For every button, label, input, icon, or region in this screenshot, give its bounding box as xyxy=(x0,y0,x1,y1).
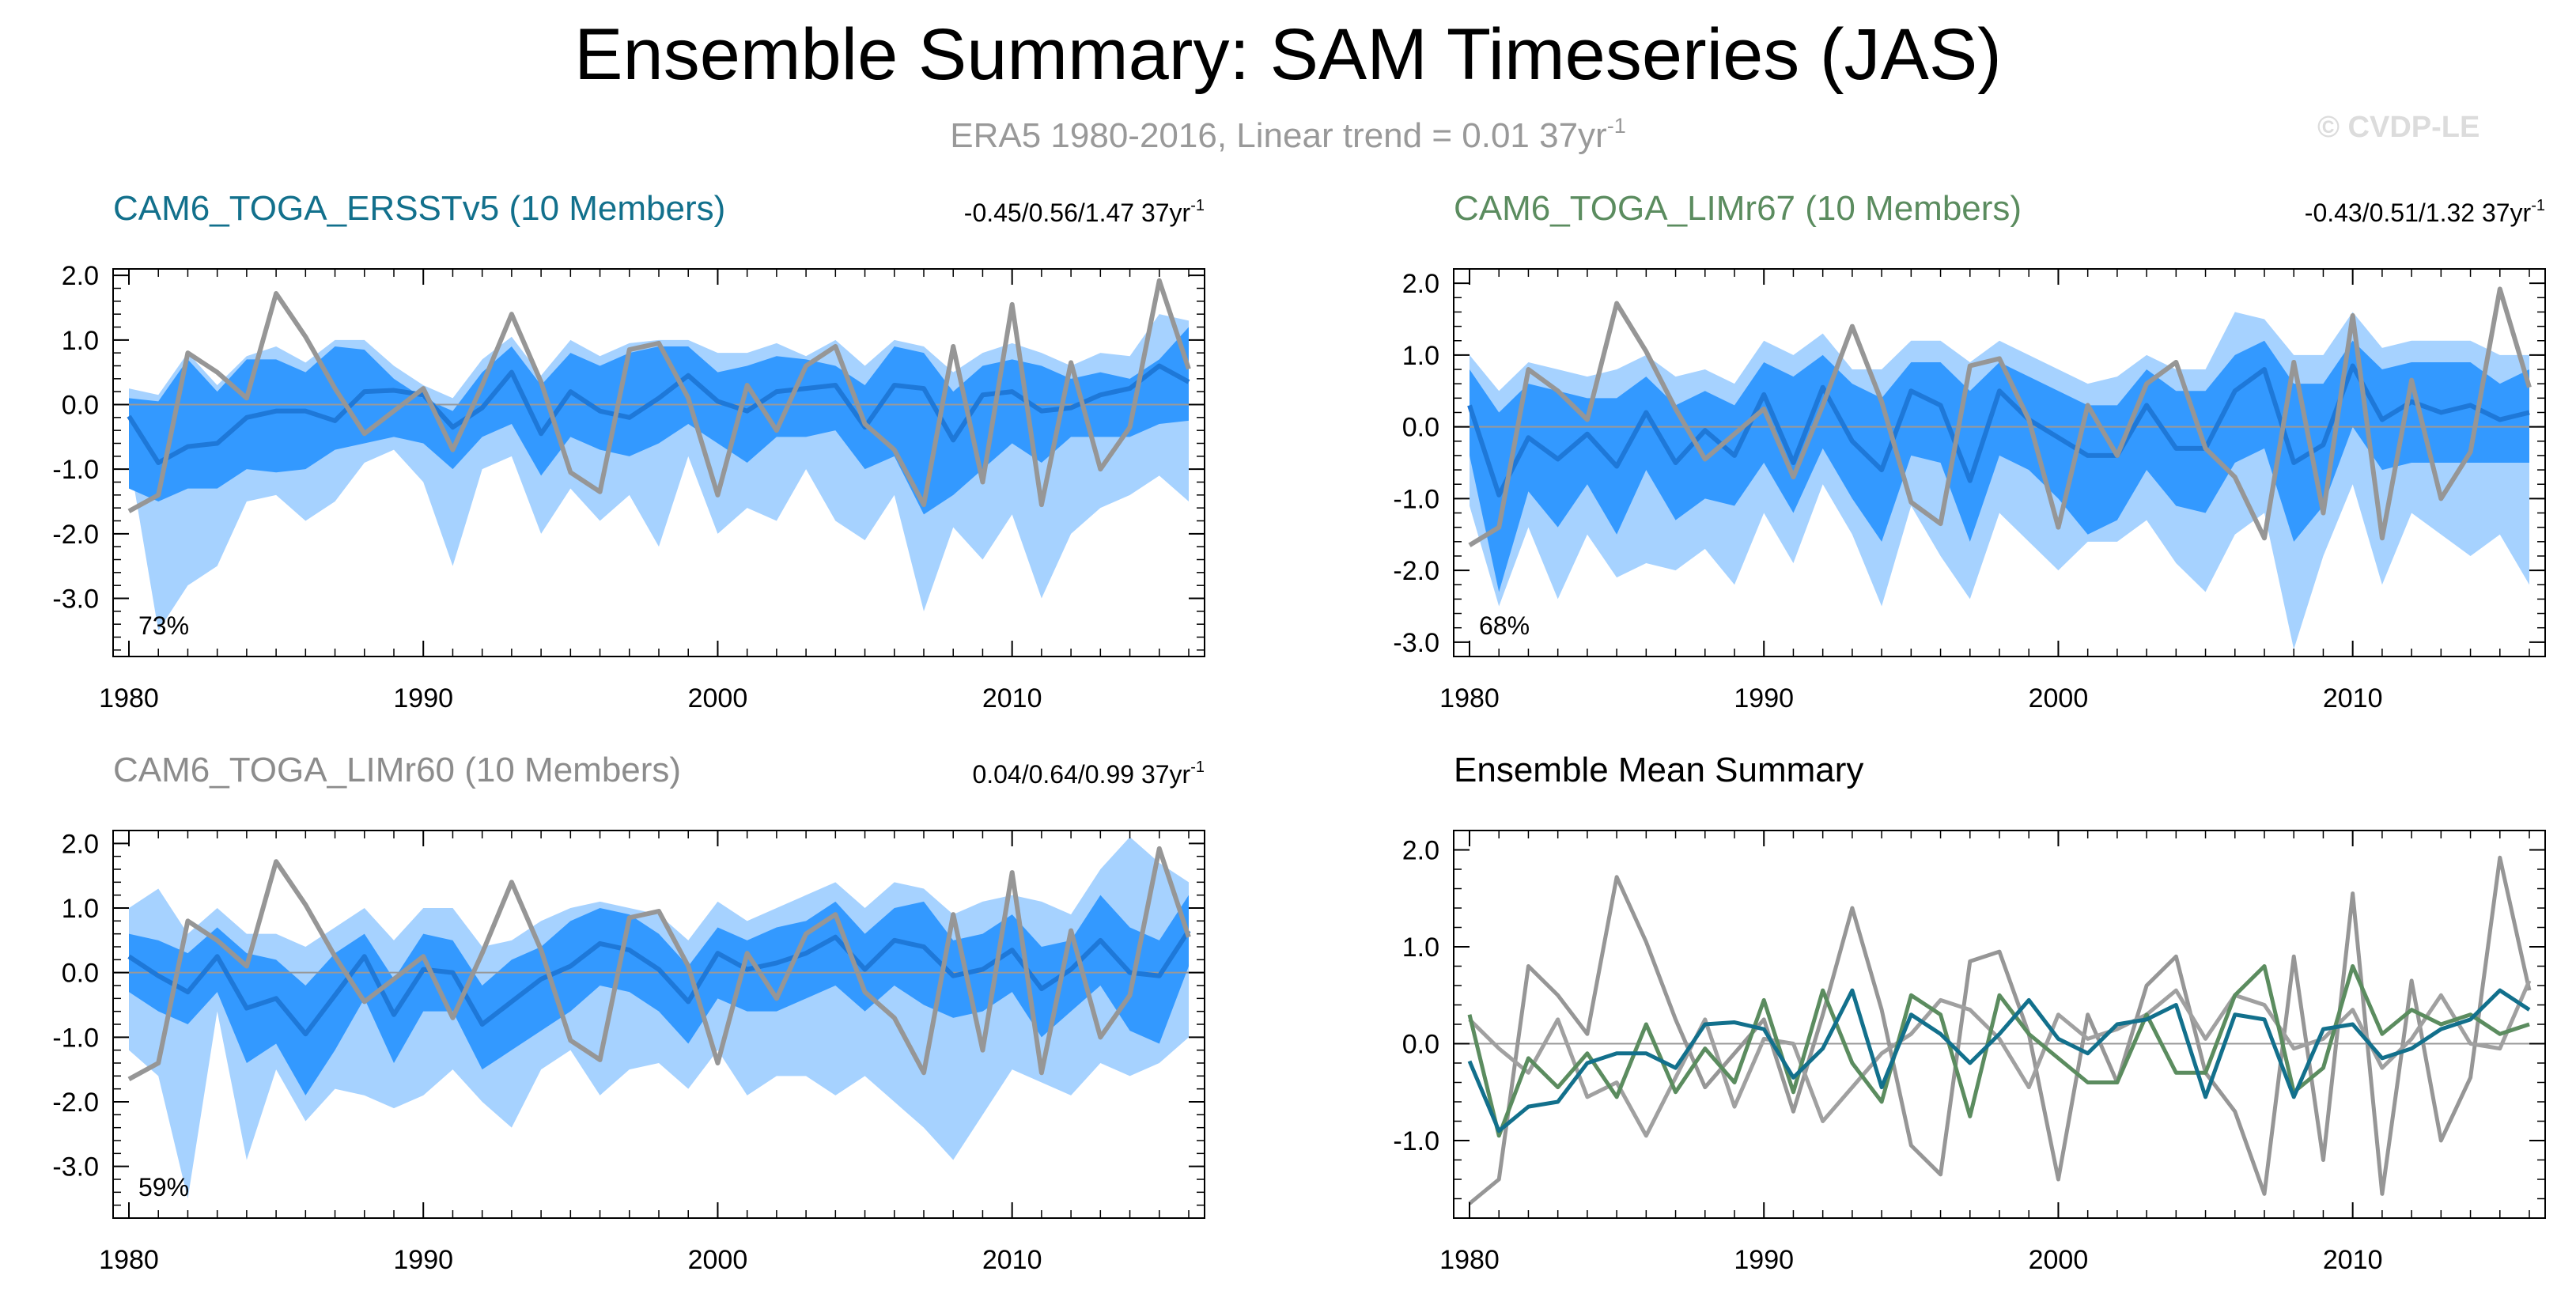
series-line-cam6-toga-ersstv5 xyxy=(1467,988,2531,1133)
ensemble-mean-line xyxy=(127,363,1190,465)
x-tick-label: 2000 xyxy=(2029,1245,2089,1275)
panel-stats-sup: -1 xyxy=(2531,197,2545,214)
inner-spread-band xyxy=(129,327,1189,515)
y-tick-label: 0.0 xyxy=(62,959,99,989)
x-tick-label: 1990 xyxy=(393,683,453,713)
subtitle: ERA5 1980-2016, Linear trend = 0.01 37yr… xyxy=(0,104,2576,157)
ensemble-mean-line xyxy=(1467,363,2530,498)
y-tick-label: -2.0 xyxy=(52,520,99,550)
observed-line xyxy=(127,846,1191,1082)
y-tick-label: -3.0 xyxy=(52,1152,99,1182)
x-tick-label: 1990 xyxy=(1734,683,1794,713)
panel-stats: -0.43/0.51/1.32 37yr-1 xyxy=(2305,197,2545,227)
panel-title: CAM6_TOGA_ERSSTv5 (10 Members) xyxy=(113,189,725,228)
panel-stats-sup: -1 xyxy=(1190,197,1205,214)
x-tick-label: 1980 xyxy=(99,683,159,713)
y-tick-label: 1.0 xyxy=(1402,341,1439,371)
y-tick-label: -1.0 xyxy=(1393,484,1439,514)
y-tick-label: -3.0 xyxy=(1393,628,1439,658)
observed-line xyxy=(1468,286,2532,547)
percent-label: 68% xyxy=(1479,611,1530,640)
x-tick-label: 2010 xyxy=(2323,1245,2383,1275)
x-tick-label: 2010 xyxy=(982,683,1042,713)
panel-title: CAM6_TOGA_LIMr67 (10 Members) xyxy=(1454,189,2022,228)
y-tick-label: 1.0 xyxy=(62,326,99,356)
panel-4: Ensemble Mean Summary -1.0 0.0 1.0 2.0 1980 19… xyxy=(1393,751,2546,1275)
y-tick-label: -2.0 xyxy=(52,1088,99,1118)
watermark: © CVDP-LE xyxy=(2317,111,2480,144)
panel-title: Ensemble Mean Summary xyxy=(1454,751,1863,789)
x-tick-label: 2010 xyxy=(982,1245,1042,1275)
x-tick-label: 2000 xyxy=(2029,683,2089,713)
y-tick-label: 0.0 xyxy=(1402,1030,1439,1060)
observed-line xyxy=(127,278,1191,513)
subtitle-unit-sup: -1 xyxy=(1606,114,1626,138)
y-tick-label: 2.0 xyxy=(62,829,99,859)
panel-stats-text: 0.04/0.64/0.99 37yr xyxy=(972,760,1190,789)
panel-1: CAM6_TOGA_ERSSTv5 (10 Members) -0.45/0.56… xyxy=(52,189,1205,713)
y-tick-label: 0.0 xyxy=(62,391,99,421)
subtitle-text: ERA5 1980-2016, Linear trend = 0.01 37yr xyxy=(950,116,1607,155)
y-tick-label: 1.0 xyxy=(1402,933,1439,963)
series-line-era5 xyxy=(1468,855,2532,1205)
main-title: Ensemble Summary: SAM Timeseries (JAS) xyxy=(574,14,2002,95)
panel-2: CAM6_TOGA_LIMr67 (10 Members) -0.43/0.51/… xyxy=(1393,189,2546,713)
inner-spread-band xyxy=(1470,340,2529,592)
x-tick-label: 2010 xyxy=(2323,683,2383,713)
x-tick-label: 1980 xyxy=(1439,683,1500,713)
percent-label: 59% xyxy=(138,1173,189,1201)
series-line-cam6-toga-limr60 xyxy=(1468,979,2532,1138)
panel-stats-text: -0.45/0.56/1.47 37yr xyxy=(964,199,1191,227)
panel-title: CAM6_TOGA_LIMr60 (10 Members) xyxy=(113,751,681,789)
x-tick-label: 1990 xyxy=(1734,1245,1794,1275)
y-tick-label: 2.0 xyxy=(62,261,99,291)
panel-stats-text: -0.43/0.51/1.32 37yr xyxy=(2305,199,2532,227)
panel-stats: -0.45/0.56/1.47 37yr-1 xyxy=(964,197,1205,227)
y-tick-label: 2.0 xyxy=(1402,269,1439,299)
percent-label: 73% xyxy=(138,611,189,640)
y-tick-label: 2.0 xyxy=(1402,836,1439,866)
panel-3: CAM6_TOGA_LIMr60 (10 Members) 0.04/0.64/0… xyxy=(52,751,1205,1275)
x-tick-label: 1990 xyxy=(393,1245,453,1275)
y-tick-label: -3.0 xyxy=(52,585,99,615)
x-tick-label: 1980 xyxy=(99,1245,159,1275)
y-tick-label: 0.0 xyxy=(1402,413,1439,443)
y-tick-label: -1.0 xyxy=(52,1023,99,1053)
series-line-cam6-toga-limr67 xyxy=(1467,964,2530,1138)
y-tick-label: 1.0 xyxy=(62,894,99,924)
ensemble-mean-line xyxy=(127,929,1191,1037)
plot-frame xyxy=(1453,830,2546,1219)
y-tick-label: -2.0 xyxy=(1393,556,1439,586)
x-tick-label: 1980 xyxy=(1439,1245,1500,1275)
x-tick-label: 2000 xyxy=(688,683,748,713)
y-tick-label: -1.0 xyxy=(1393,1126,1439,1156)
panel-stats: 0.04/0.64/0.99 37yr-1 xyxy=(972,759,1205,789)
y-tick-label: -1.0 xyxy=(52,455,99,485)
panel-stats-sup: -1 xyxy=(1190,759,1205,776)
x-tick-label: 2000 xyxy=(688,1245,748,1275)
